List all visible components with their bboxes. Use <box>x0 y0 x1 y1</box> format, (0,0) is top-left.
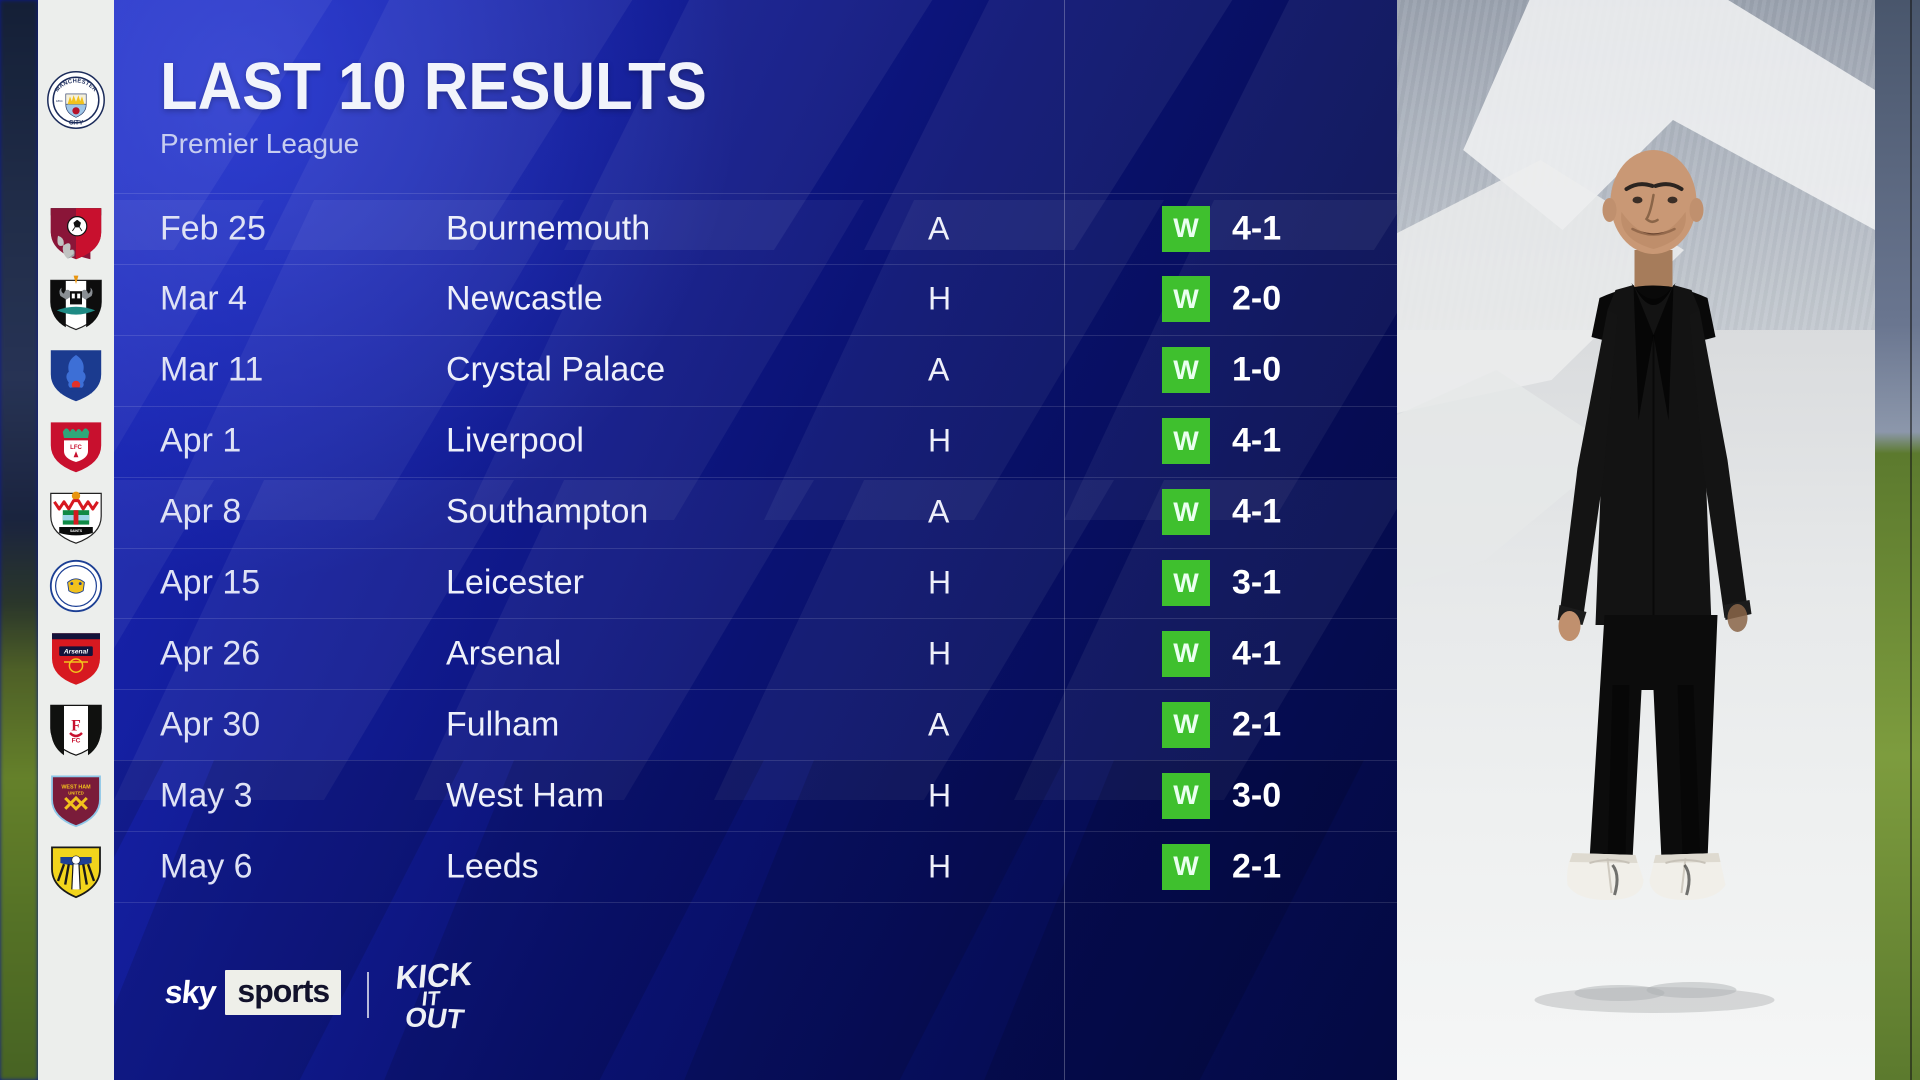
svg-text:1894: 1894 <box>56 99 63 103</box>
svg-text:OUT: OUT <box>403 1002 467 1035</box>
svg-text:LFC: LFC <box>70 444 82 450</box>
svg-text:F: F <box>71 718 81 735</box>
svg-text:WEST HAM: WEST HAM <box>61 785 91 791</box>
svg-text:SAINTS: SAINTS <box>70 528 83 532</box>
svg-text:UNITED: UNITED <box>68 791 84 796</box>
svg-text:Arsenal: Arsenal <box>63 649 88 656</box>
svg-text:FC: FC <box>72 738 81 745</box>
svg-text:CITY: CITY <box>69 120 84 127</box>
